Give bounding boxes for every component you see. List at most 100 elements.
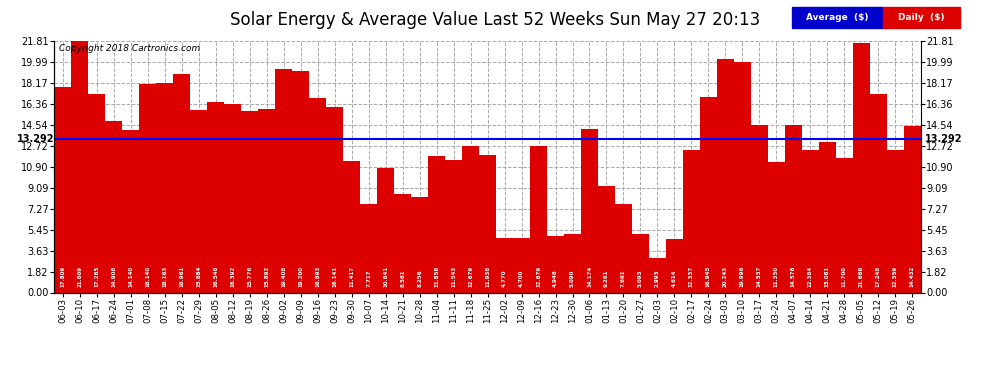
Text: 15.892: 15.892 xyxy=(264,266,269,287)
Text: 19.408: 19.408 xyxy=(281,266,286,287)
Bar xyxy=(88,94,105,292)
Text: 16.392: 16.392 xyxy=(231,266,236,287)
Bar xyxy=(530,147,547,292)
Bar xyxy=(547,236,564,292)
Bar xyxy=(309,98,327,292)
Text: 11.543: 11.543 xyxy=(451,266,456,287)
Text: 5.093: 5.093 xyxy=(638,269,643,287)
Bar xyxy=(105,121,123,292)
Bar xyxy=(768,162,785,292)
Text: 11.858: 11.858 xyxy=(435,266,440,287)
Text: 13.081: 13.081 xyxy=(825,266,830,287)
Bar xyxy=(819,142,836,292)
Text: Average  ($): Average ($) xyxy=(806,13,869,22)
Text: 5.090: 5.090 xyxy=(570,269,575,287)
Bar xyxy=(598,186,615,292)
Bar xyxy=(242,111,258,292)
Text: 18.961: 18.961 xyxy=(179,266,184,287)
Bar xyxy=(648,258,666,292)
Text: 12.337: 12.337 xyxy=(689,266,694,287)
Text: 4.700: 4.700 xyxy=(519,269,524,287)
Text: 12.384: 12.384 xyxy=(808,266,813,287)
Text: 11.350: 11.350 xyxy=(774,266,779,287)
Text: 4.614: 4.614 xyxy=(672,269,677,287)
Text: 15.776: 15.776 xyxy=(248,266,252,287)
Bar xyxy=(513,238,530,292)
Bar xyxy=(496,237,513,292)
Text: 13.292: 13.292 xyxy=(17,134,54,144)
Bar xyxy=(564,234,581,292)
Bar xyxy=(615,204,632,292)
Bar xyxy=(71,41,88,292)
Bar xyxy=(123,130,140,292)
Text: 17.265: 17.265 xyxy=(94,266,99,287)
Text: 13.292: 13.292 xyxy=(925,134,962,144)
Text: 19.200: 19.200 xyxy=(298,266,303,287)
Bar xyxy=(479,155,496,292)
Text: 14.537: 14.537 xyxy=(756,266,762,287)
Text: 16.945: 16.945 xyxy=(706,266,711,287)
Bar xyxy=(411,197,428,292)
Text: 12.679: 12.679 xyxy=(536,266,541,287)
Bar xyxy=(887,150,904,292)
Bar xyxy=(700,97,717,292)
Text: 2.993: 2.993 xyxy=(655,269,660,287)
Bar xyxy=(632,234,648,292)
Text: 4.770: 4.770 xyxy=(502,269,507,287)
Text: 21.809: 21.809 xyxy=(77,266,82,287)
Text: 11.938: 11.938 xyxy=(485,266,490,287)
Text: Daily  ($): Daily ($) xyxy=(899,13,944,22)
Text: Copyright 2018 Cartronics.com: Copyright 2018 Cartronics.com xyxy=(58,44,200,53)
Text: 16.893: 16.893 xyxy=(315,266,320,287)
Bar xyxy=(344,161,360,292)
Bar xyxy=(428,156,446,292)
Bar xyxy=(54,87,71,292)
Bar xyxy=(190,110,207,292)
Text: 14.908: 14.908 xyxy=(112,266,117,287)
Bar xyxy=(802,150,819,292)
Text: 7.661: 7.661 xyxy=(621,269,626,287)
Text: 7.717: 7.717 xyxy=(366,269,371,287)
Text: 14.174: 14.174 xyxy=(587,266,592,287)
Bar xyxy=(225,104,242,292)
Bar xyxy=(717,59,734,292)
Text: 21.666: 21.666 xyxy=(858,266,863,287)
Bar xyxy=(377,168,394,292)
Bar xyxy=(581,129,598,292)
Text: 20.243: 20.243 xyxy=(723,266,728,287)
Text: Solar Energy & Average Value Last 52 Weeks Sun May 27 20:13: Solar Energy & Average Value Last 52 Wee… xyxy=(230,11,760,29)
Bar xyxy=(207,102,225,292)
Text: 11.700: 11.700 xyxy=(842,266,846,287)
Bar xyxy=(462,147,479,292)
Bar xyxy=(683,150,700,292)
Bar xyxy=(904,126,921,292)
Text: 14.432: 14.432 xyxy=(910,266,915,287)
Text: 18.140: 18.140 xyxy=(146,266,150,287)
Bar xyxy=(275,69,292,292)
Bar xyxy=(836,158,852,292)
Text: 12.359: 12.359 xyxy=(893,266,898,287)
Text: 19.996: 19.996 xyxy=(740,266,744,287)
Bar xyxy=(870,94,887,292)
Text: 11.417: 11.417 xyxy=(349,266,354,287)
Bar xyxy=(446,159,462,292)
Text: 17.248: 17.248 xyxy=(876,266,881,287)
Bar xyxy=(173,74,190,292)
Bar xyxy=(750,125,768,292)
Text: 12.679: 12.679 xyxy=(468,266,473,287)
Bar xyxy=(292,71,309,292)
Text: 17.809: 17.809 xyxy=(60,266,65,287)
Text: 10.841: 10.841 xyxy=(383,266,388,287)
Bar xyxy=(785,124,802,292)
Text: 4.946: 4.946 xyxy=(553,269,558,287)
Text: 14.576: 14.576 xyxy=(791,266,796,287)
Bar xyxy=(394,194,411,292)
Bar xyxy=(258,110,275,292)
Text: 15.884: 15.884 xyxy=(196,266,201,287)
Text: 16.548: 16.548 xyxy=(213,266,219,287)
Text: 8.561: 8.561 xyxy=(400,269,405,287)
Bar xyxy=(360,204,377,292)
Text: 18.163: 18.163 xyxy=(162,266,167,287)
Bar xyxy=(156,83,173,292)
Bar xyxy=(734,62,750,292)
